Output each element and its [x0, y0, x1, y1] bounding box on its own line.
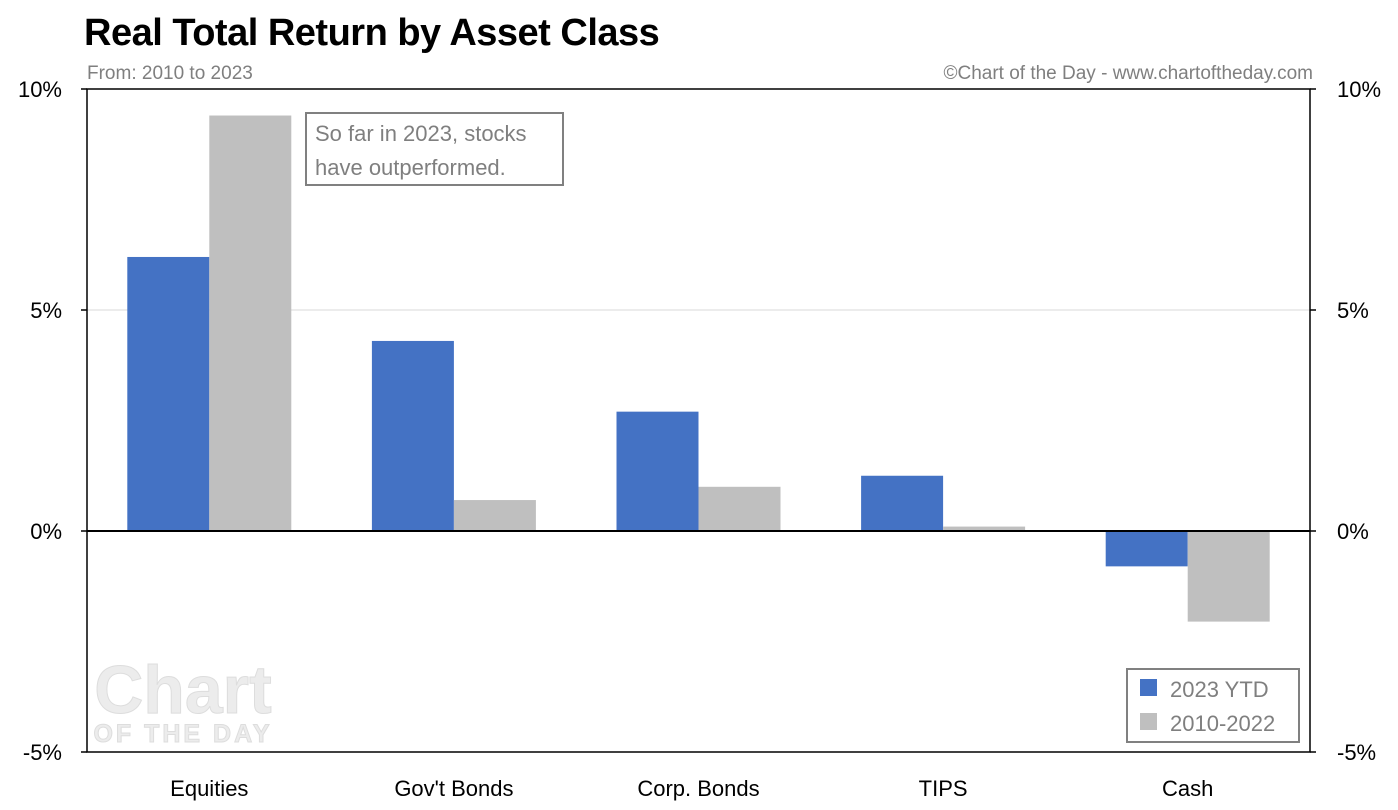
- bar-2023-ytd-cash: [1105, 531, 1188, 567]
- plot-frame: [86, 88, 1311, 753]
- x-tick-label: TIPS: [919, 776, 968, 801]
- y-tick-label-right: 5%: [1337, 298, 1369, 323]
- bar-2010-2022-cash: [1187, 531, 1270, 622]
- legend: 2023 YTD 2010-2022: [1126, 668, 1300, 743]
- bar-2023-ytd-tips: [861, 475, 944, 531]
- tick-labels: Equities Gov't Bonds Corp. Bonds TIPS Cash 10…: [18, 77, 1381, 801]
- bar-2010-2022-equities: [209, 115, 292, 532]
- y-tick-label-left: -5%: [23, 740, 62, 765]
- legend-label-2023-ytd: 2023 YTD: [1170, 677, 1269, 702]
- watermark-logo-text: Chart: [94, 652, 272, 728]
- bar-2010-2022-gov-t-bonds: [453, 500, 536, 531]
- y-tick-label-left: 10%: [18, 77, 62, 102]
- annotation-box: So far in 2023, stocks have outperformed…: [305, 112, 564, 186]
- bar-2010-2022-corp-bonds: [698, 486, 781, 531]
- y-tick-label-left: 0%: [30, 519, 62, 544]
- chart-credit: ©Chart of the Day - www.chartoftheday.co…: [943, 63, 1313, 84]
- bar-2023-ytd-gov-t-bonds: [371, 340, 454, 531]
- y-tick-label-right: -5%: [1337, 740, 1376, 765]
- legend-swatch-2023-ytd: [1140, 679, 1157, 696]
- watermark-logo: Chart OF THE DAY: [93, 652, 272, 749]
- annotation-line-2: have outperformed.: [315, 155, 506, 180]
- axes: [81, 88, 1316, 753]
- x-tick-label: Cash: [1162, 776, 1213, 801]
- chart-subtitle: From: 2010 to 2023: [87, 63, 253, 84]
- watermark-logo-subtext: OF THE DAY: [93, 720, 272, 748]
- bars: [127, 115, 1270, 622]
- y-tick-label-right: 10%: [1337, 77, 1381, 102]
- annotation-line-1: So far in 2023, stocks: [315, 121, 527, 146]
- legend-swatch-2010-2022: [1140, 713, 1157, 730]
- x-tick-label: Gov't Bonds: [394, 776, 513, 801]
- y-tick-label-right: 0%: [1337, 519, 1369, 544]
- bar-2023-ytd-corp-bonds: [616, 411, 699, 531]
- legend-label-2010-2022: 2010-2022: [1170, 711, 1275, 736]
- chart-title: Real Total Return by Asset Class: [84, 12, 660, 54]
- x-tick-label: Corp. Bonds: [637, 776, 759, 801]
- bar-2010-2022-tips: [943, 526, 1026, 531]
- bar-2023-ytd-equities: [127, 256, 210, 531]
- x-tick-label: Equities: [170, 776, 248, 801]
- y-tick-label-left: 5%: [30, 298, 62, 323]
